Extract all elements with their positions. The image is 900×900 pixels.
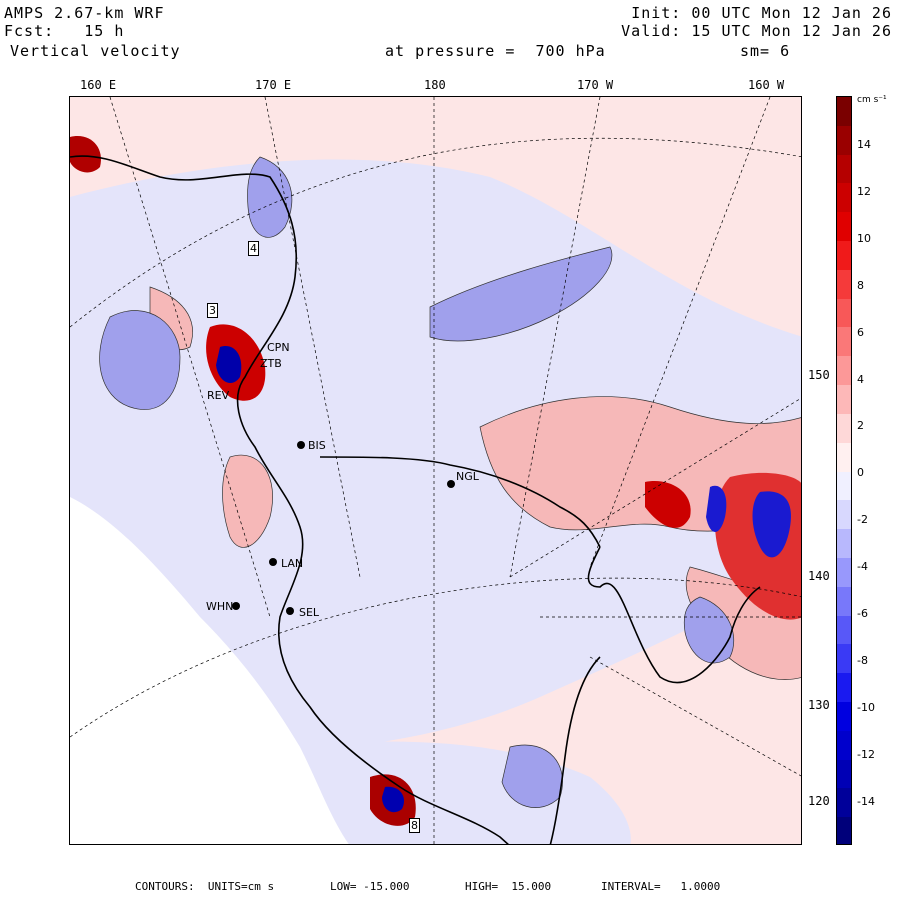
colorbar-segment <box>837 269 851 300</box>
vertical-velocity-map[interactable] <box>69 96 802 845</box>
downdraft-regions <box>99 156 734 808</box>
colorbar-segment <box>837 385 851 415</box>
model-title: AMPS 2.67-km WRF <box>4 4 165 22</box>
init-time: Init: 00 UTC Mon 12 Jan 26 <box>631 4 892 22</box>
colorbar-tick-label: 10 <box>857 231 871 245</box>
colorbar-segment <box>837 701 851 732</box>
footer-low: LOW= -15.000 <box>330 880 410 893</box>
smoothing: sm= 6 <box>740 42 791 60</box>
lon-label-170w: 170 W <box>577 78 614 92</box>
station-label-ngl: NGL <box>456 470 479 483</box>
lon-label-170e: 170 E <box>255 78 292 92</box>
colorbar-segment <box>837 298 851 329</box>
station-label-bis: BIS <box>308 439 326 452</box>
colorbar-tick-label: 2 <box>857 419 864 433</box>
colorbar-segment <box>837 125 851 156</box>
colorbar-segment <box>837 183 851 214</box>
colorbar-segment <box>837 644 851 675</box>
colorbar-segment <box>837 442 851 473</box>
station-marker-bis[interactable] <box>297 441 305 449</box>
colorbar-segment <box>837 529 851 559</box>
station-label-8: 8 <box>409 818 420 833</box>
colorbar-segment <box>837 356 851 387</box>
colorbar-tick-label: 14 <box>857 138 871 151</box>
station-marker-whn[interactable] <box>232 602 240 610</box>
colorbar-segment <box>837 241 851 271</box>
colorbar-segment <box>837 759 851 790</box>
colorbar-segment <box>837 413 851 444</box>
lon-label-180: 180 <box>424 78 446 92</box>
pressure-level: at pressure = 700 hPa <box>385 42 606 60</box>
colorbar-tick-label: 12 <box>857 184 871 198</box>
station-label-ztb: ZTB <box>260 357 282 370</box>
footer-contours: CONTOURS: UNITS=cm s <box>135 880 275 893</box>
station-label-sel: SEL <box>299 606 320 619</box>
color-scale-bar <box>836 96 852 845</box>
colorbar-segment <box>837 327 851 358</box>
colorbar-tick-label: -14 <box>857 794 875 808</box>
station-marker-ngl[interactable] <box>447 480 455 488</box>
coastal-convection-cluster <box>70 136 416 826</box>
colorbar-tick-label: -4 <box>857 560 868 574</box>
colorbar-segment <box>837 557 851 588</box>
colorbar-tick-label: -2 <box>857 513 868 527</box>
valid-time: Valid: 15 UTC Mon 12 Jan 26 <box>621 22 892 40</box>
station-label-rev: REV <box>207 389 230 402</box>
station-label-lan: LAN <box>281 557 304 570</box>
colorbar-segment <box>837 212 851 243</box>
colorbar-units: cm s⁻¹ <box>857 95 887 105</box>
colorbar-tick-label: -10 <box>857 700 875 714</box>
map-svg <box>70 97 801 844</box>
station-label-3: 3 <box>207 303 218 318</box>
colorbar-segment <box>837 471 851 502</box>
colorbar-segment <box>837 673 851 703</box>
colorbar-tick-label: 8 <box>857 278 864 292</box>
colorbar-segment <box>837 788 851 819</box>
colorbar-tick-label: 4 <box>857 372 864 386</box>
station-marker-lan[interactable] <box>269 558 277 566</box>
station-label-whn: WHN <box>206 600 234 613</box>
colorbar-segment <box>837 154 851 185</box>
colorbar-tick-label: -6 <box>857 607 868 620</box>
station-label-cpn: CPN <box>267 341 290 354</box>
colorbar-tick-label: 6 <box>857 325 864 339</box>
colorbar-segment <box>837 586 851 617</box>
colorbar-segment <box>837 500 851 531</box>
colorbar-segment <box>837 97 851 127</box>
lon-label-160e: 160 E <box>80 78 117 92</box>
coastline <box>70 155 761 844</box>
field-name: Vertical velocity <box>10 42 181 60</box>
colorbar-segment <box>837 817 851 844</box>
colorbar-tick-label: -8 <box>857 653 868 667</box>
ice-shelf-region <box>70 497 349 844</box>
footer-interval: INTERVAL= 1.0000 <box>601 880 721 893</box>
graticule <box>70 97 801 844</box>
colorbar-tick-label: 0 <box>857 466 864 480</box>
colorbar-segment <box>837 615 851 646</box>
forecast-hour: Fcst: 15 h <box>4 22 125 40</box>
colorbar-segment <box>837 730 851 761</box>
station-marker-sel[interactable] <box>286 607 294 615</box>
footer-high: HIGH= 15.000 <box>465 880 552 893</box>
colorbar-tick-label: -12 <box>857 747 875 761</box>
strong-convection-cluster <box>645 472 801 620</box>
station-label-4: 4 <box>248 241 259 256</box>
lon-label-160w: 160 W <box>748 78 785 92</box>
